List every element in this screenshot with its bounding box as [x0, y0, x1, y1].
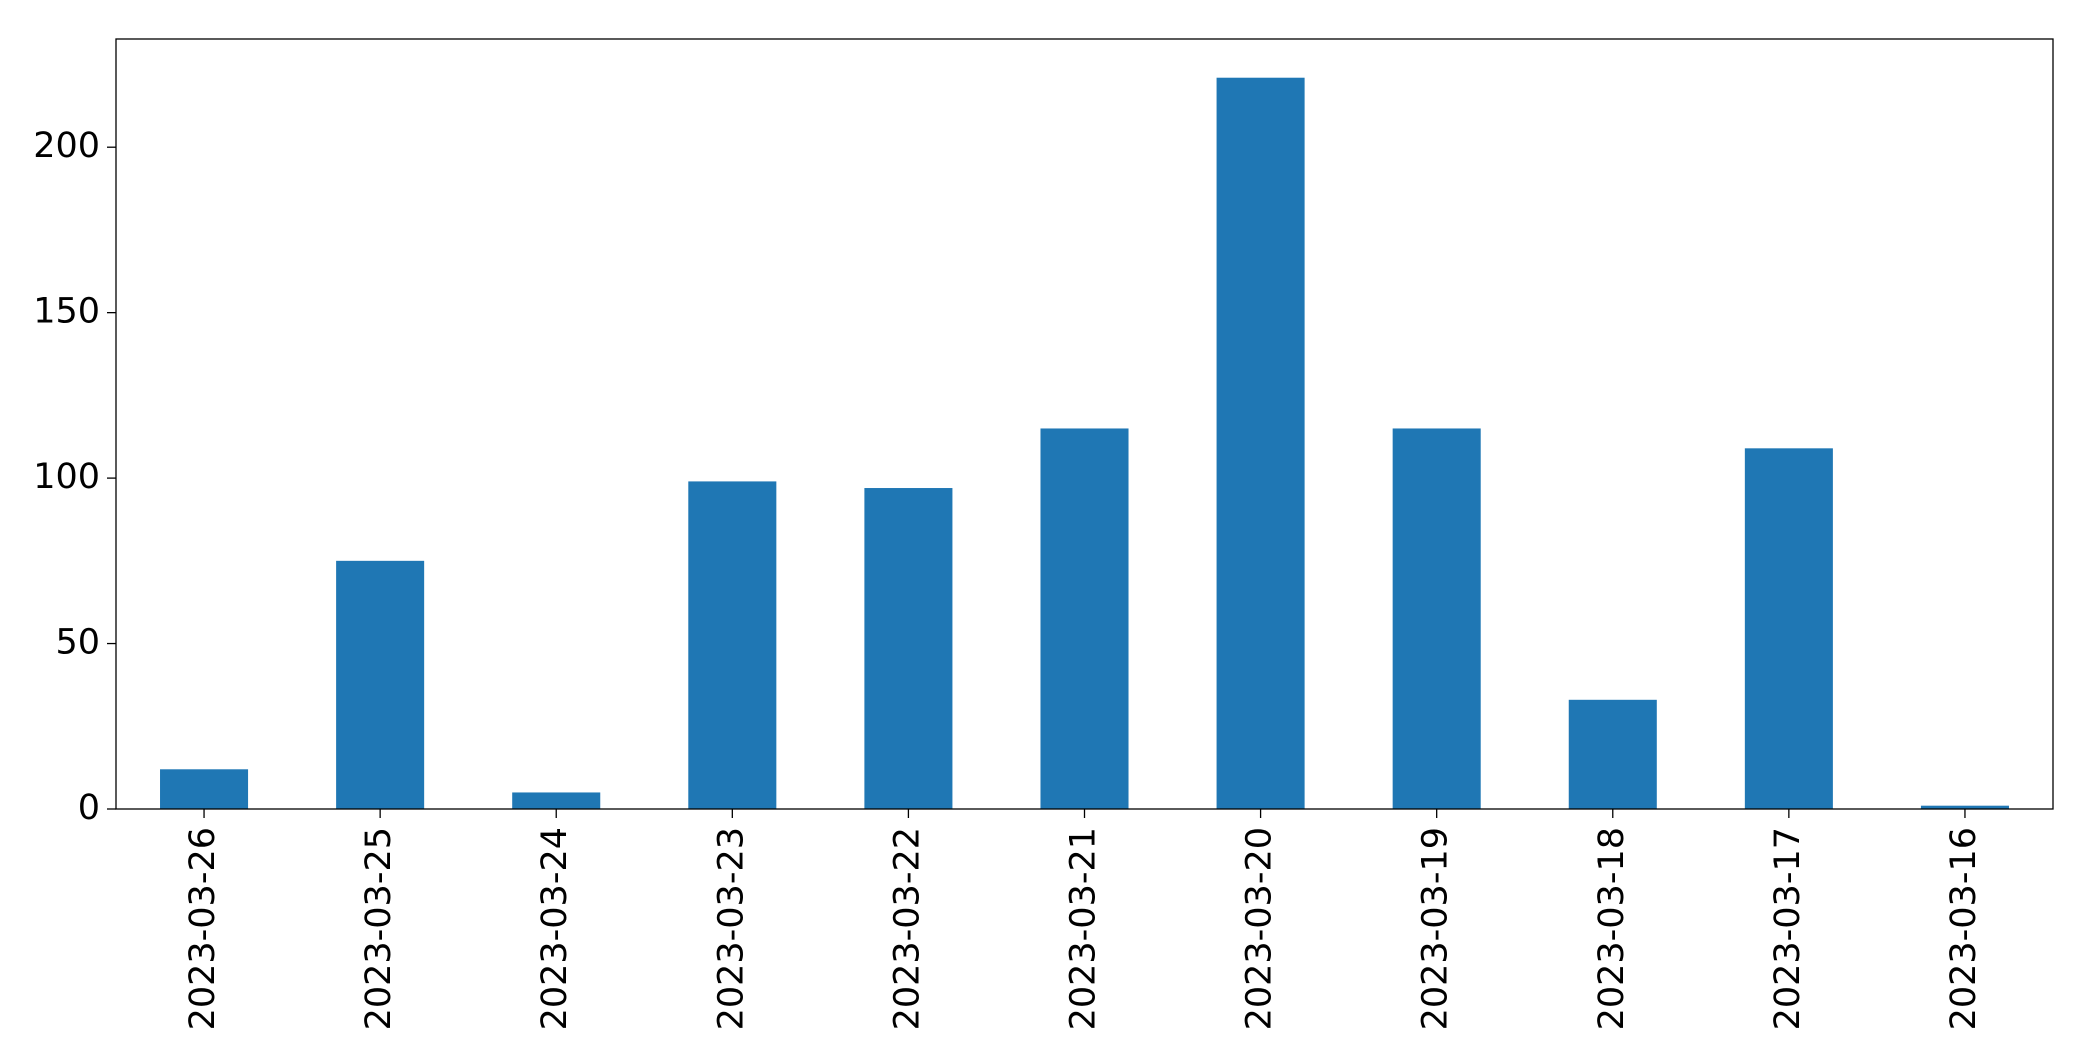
bar — [1744, 448, 1833, 809]
bar — [864, 488, 953, 809]
bar — [688, 481, 777, 809]
bar — [1568, 699, 1657, 809]
y-tick-label: 0 — [78, 788, 100, 828]
x-tick-label: 2023-03-20 — [1240, 827, 1280, 1030]
bar — [336, 560, 425, 809]
bar — [1392, 428, 1481, 809]
bar — [1040, 428, 1129, 809]
x-tick-label: 2023-03-21 — [1064, 827, 1104, 1030]
x-tick-label: 2023-03-26 — [183, 827, 223, 1030]
x-tick-label: 2023-03-22 — [887, 827, 927, 1030]
x-tick-label: 2023-03-23 — [711, 827, 751, 1030]
bar — [1920, 805, 2009, 809]
x-tick-label: 2023-03-17 — [1768, 827, 1808, 1030]
plot-frame — [115, 38, 2054, 810]
x-tick-label: 2023-03-24 — [535, 827, 575, 1030]
y-tick-label: 100 — [33, 457, 100, 497]
y-tick-label: 150 — [33, 292, 100, 332]
bar — [512, 792, 601, 809]
bar — [1216, 77, 1305, 809]
x-tick-label: 2023-03-19 — [1416, 827, 1456, 1030]
x-tick-label: 2023-03-25 — [359, 827, 399, 1030]
y-tick-label: 200 — [33, 126, 100, 166]
x-tick-label: 2023-03-18 — [1592, 827, 1632, 1030]
x-tick-label: 2023-03-16 — [1944, 827, 1984, 1030]
y-tick-label: 50 — [55, 623, 100, 663]
bar — [160, 769, 249, 809]
